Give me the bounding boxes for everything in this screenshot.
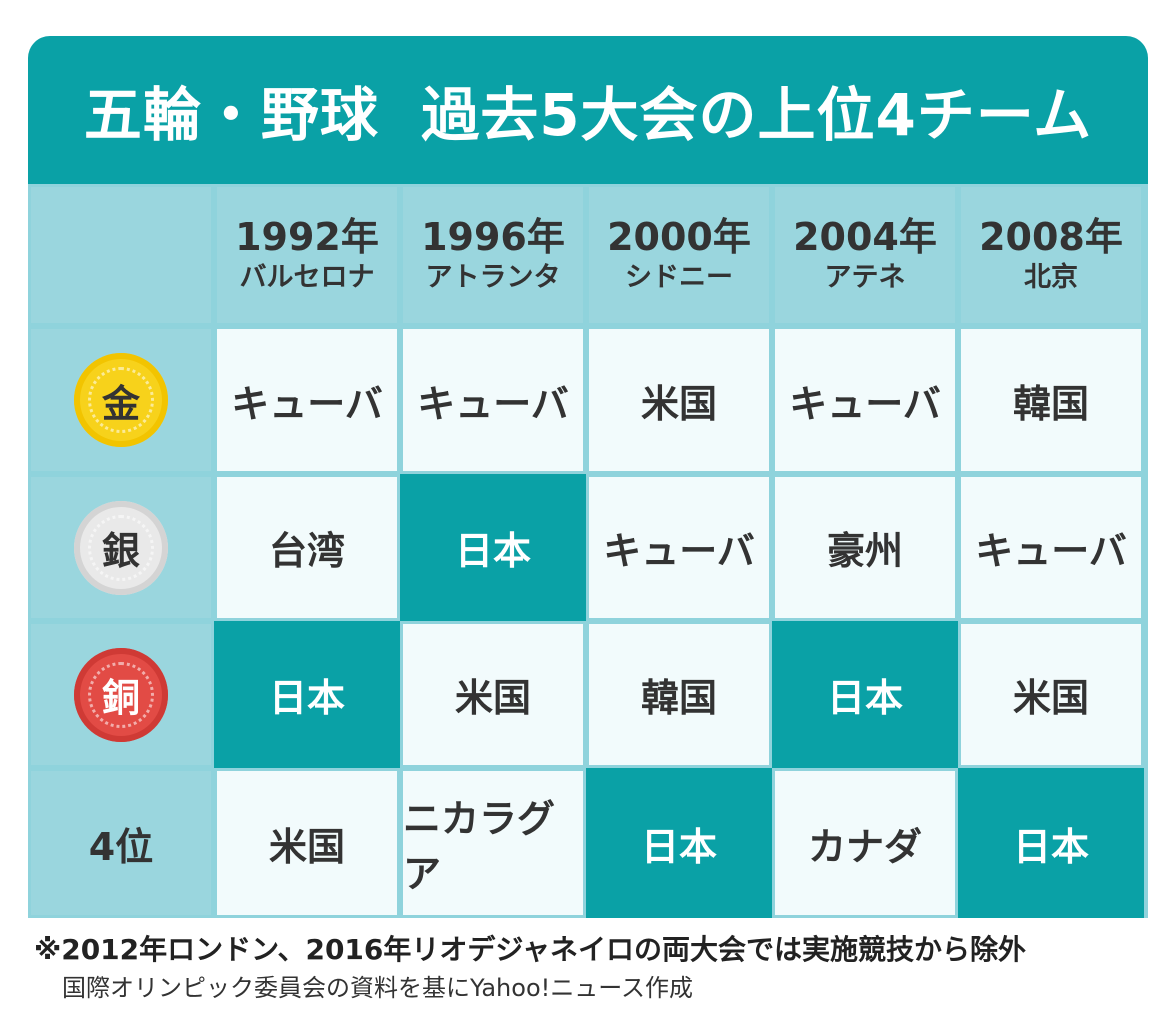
table-cell: 韓国 [586,621,772,768]
table-cell: キューバ [586,474,772,621]
row-header-fourth: 4位 [28,768,214,918]
table-cell: キューバ [400,326,586,474]
wreath-icon [88,514,154,581]
row-header-gold: 金 [28,326,214,474]
table-cell: 韓国 [958,326,1144,474]
fourth-place-label: 4位 [88,824,154,869]
gold-medal-icon: 金 [74,353,168,447]
table-cell: キューバ [958,474,1144,621]
source-note: 国際オリンピック委員会の資料を基にYahoo!ニュース作成 [62,974,694,1002]
table-cell: 米国 [586,326,772,474]
bronze-medal-icon: 銅 [74,647,168,742]
column-year: 2004年 [793,214,937,259]
table-cell: 米国 [214,768,400,918]
column-city: シドニー [625,262,733,294]
column-year: 2008年 [979,214,1123,259]
row-header-silver: 銀 [28,474,214,621]
corner-cell [28,184,214,326]
table-cell-japan: 日本 [586,768,772,918]
table-cell-japan: 日本 [958,768,1144,918]
wreath-icon [88,367,154,433]
table-cell: キューバ [772,326,958,474]
row-header-bronze: 銅 [28,621,214,768]
column-city: アテネ [824,262,906,294]
silver-medal-icon: 銀 [74,500,168,595]
table-cell-japan: 日本 [214,621,400,768]
column-header: 1996年 アトランタ [400,184,586,326]
table-cell: 豪州 [772,474,958,621]
table-cell-japan: 日本 [772,621,958,768]
column-header: 2000年 シドニー [586,184,772,326]
table-cell: 米国 [958,621,1144,768]
page-title: 五輪・野球 過去5大会の上位4チーム [83,81,1093,149]
wreath-icon [88,661,154,728]
column-header: 2004年 アテネ [772,184,958,326]
table-cell: 米国 [400,621,586,768]
column-year: 2000年 [607,214,751,259]
table-cell-japan: 日本 [400,474,586,621]
column-city: 北京 [1024,262,1078,294]
results-table: 1992年 バルセロナ 1996年 アトランタ 2000年 シドニー 2004年… [28,184,1148,918]
column-header: 1992年 バルセロナ [214,184,400,326]
table-cell: カナダ [772,768,958,918]
column-year: 1992年 [235,214,379,259]
column-year: 1996年 [421,214,565,259]
column-header: 2008年 北京 [958,184,1144,326]
column-city: アトランタ [425,262,561,294]
footnote: ※2012年ロンドン、2016年リオデジャネイロの両大会では実施競技から除外 [34,933,1027,966]
table-cell: ニカラグア [400,768,586,918]
table-cell: 台湾 [214,474,400,621]
title-bar: 五輪・野球 過去5大会の上位4チーム [28,36,1148,184]
results-card: 五輪・野球 過去5大会の上位4チーム 1992年 バルセロナ 1996年 アトラ… [28,36,1148,918]
column-city: バルセロナ [239,262,375,294]
table-cell: キューバ [214,326,400,474]
